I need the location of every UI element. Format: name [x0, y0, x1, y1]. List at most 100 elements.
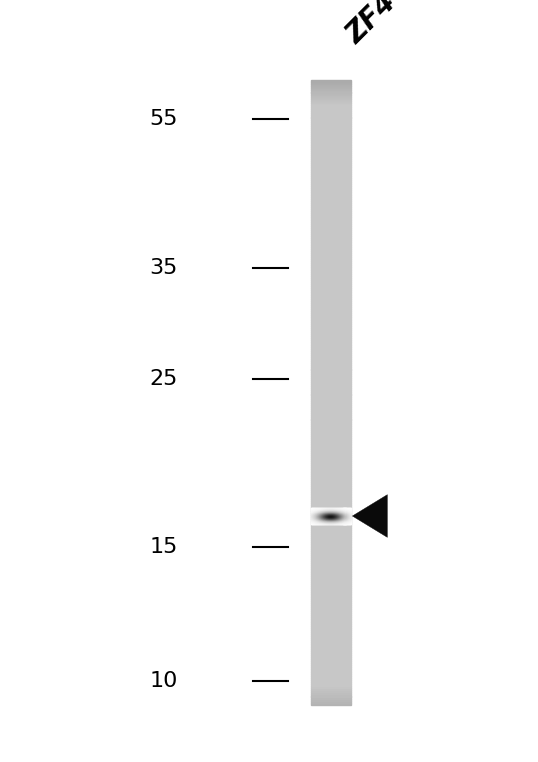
Bar [311, 461, 351, 463]
Bar [311, 353, 351, 355]
Bar [311, 639, 351, 640]
Bar [311, 680, 351, 682]
Bar [311, 357, 351, 359]
Bar [311, 626, 351, 628]
Bar [311, 424, 351, 426]
Bar [311, 447, 351, 449]
Bar [311, 165, 351, 168]
Bar [311, 145, 351, 146]
Bar [311, 440, 351, 443]
Bar [311, 646, 351, 648]
Bar [311, 373, 351, 376]
Bar [311, 347, 351, 349]
Bar [311, 222, 351, 224]
Bar [311, 128, 351, 130]
Bar [311, 378, 351, 380]
Bar [311, 326, 351, 328]
Bar [311, 265, 351, 267]
Bar [311, 99, 351, 101]
Bar [311, 474, 351, 475]
Text: 10: 10 [149, 671, 178, 691]
Bar [311, 495, 351, 497]
Bar [311, 569, 351, 572]
Bar [311, 284, 351, 287]
Bar [311, 216, 351, 217]
Bar [311, 498, 351, 501]
Bar [311, 469, 351, 472]
Bar [311, 503, 351, 505]
Bar [311, 634, 351, 636]
Bar [311, 515, 351, 517]
Bar [311, 270, 351, 271]
Bar [311, 490, 351, 492]
Bar [311, 405, 351, 407]
Bar [311, 92, 351, 94]
Bar [311, 203, 351, 205]
Bar [311, 328, 351, 330]
Bar [311, 455, 351, 457]
Bar [311, 443, 351, 444]
Bar [311, 620, 351, 622]
Text: 35: 35 [149, 258, 178, 278]
Bar [311, 632, 351, 634]
Bar [311, 686, 351, 688]
Bar [311, 545, 351, 546]
Bar [311, 538, 351, 540]
Bar [311, 288, 351, 290]
Bar [311, 126, 351, 128]
Bar [311, 528, 351, 530]
Bar [311, 505, 351, 507]
Bar [311, 296, 351, 299]
Bar [311, 153, 351, 155]
Bar [311, 197, 351, 199]
Bar [311, 376, 351, 378]
Bar [311, 372, 351, 373]
Bar [311, 670, 351, 671]
Bar [311, 190, 351, 193]
Bar [311, 186, 351, 188]
Bar [311, 605, 351, 607]
Bar [311, 517, 351, 520]
Bar [311, 472, 351, 474]
Bar [311, 451, 351, 453]
Bar [311, 324, 351, 326]
Bar [311, 338, 351, 341]
Bar [311, 552, 351, 555]
Bar [311, 607, 351, 609]
Bar [311, 188, 351, 190]
Bar [311, 521, 351, 523]
Bar [311, 115, 351, 117]
Bar [311, 257, 351, 259]
Bar [311, 682, 351, 684]
Bar [311, 651, 351, 653]
Bar [311, 207, 351, 209]
Bar [311, 176, 351, 178]
Bar [311, 295, 351, 296]
Bar [311, 228, 351, 230]
Bar [311, 344, 351, 347]
Bar [311, 592, 351, 594]
Bar [311, 334, 351, 336]
Bar [311, 174, 351, 176]
Bar [311, 427, 351, 430]
Bar [311, 307, 351, 309]
Bar [311, 180, 351, 182]
Bar [311, 248, 351, 251]
Bar [311, 245, 351, 247]
Text: 25: 25 [149, 369, 178, 389]
Bar [311, 239, 351, 240]
Bar [311, 163, 351, 165]
Bar [311, 628, 351, 630]
Bar [311, 336, 351, 338]
Bar [311, 293, 351, 295]
Bar [311, 557, 351, 559]
Bar [311, 514, 351, 515]
Bar [311, 617, 351, 620]
Bar [311, 549, 351, 551]
Bar [311, 132, 351, 134]
Bar [311, 162, 351, 163]
Bar [311, 140, 351, 142]
Bar [311, 240, 351, 242]
Bar [311, 511, 351, 514]
Bar [311, 532, 351, 534]
